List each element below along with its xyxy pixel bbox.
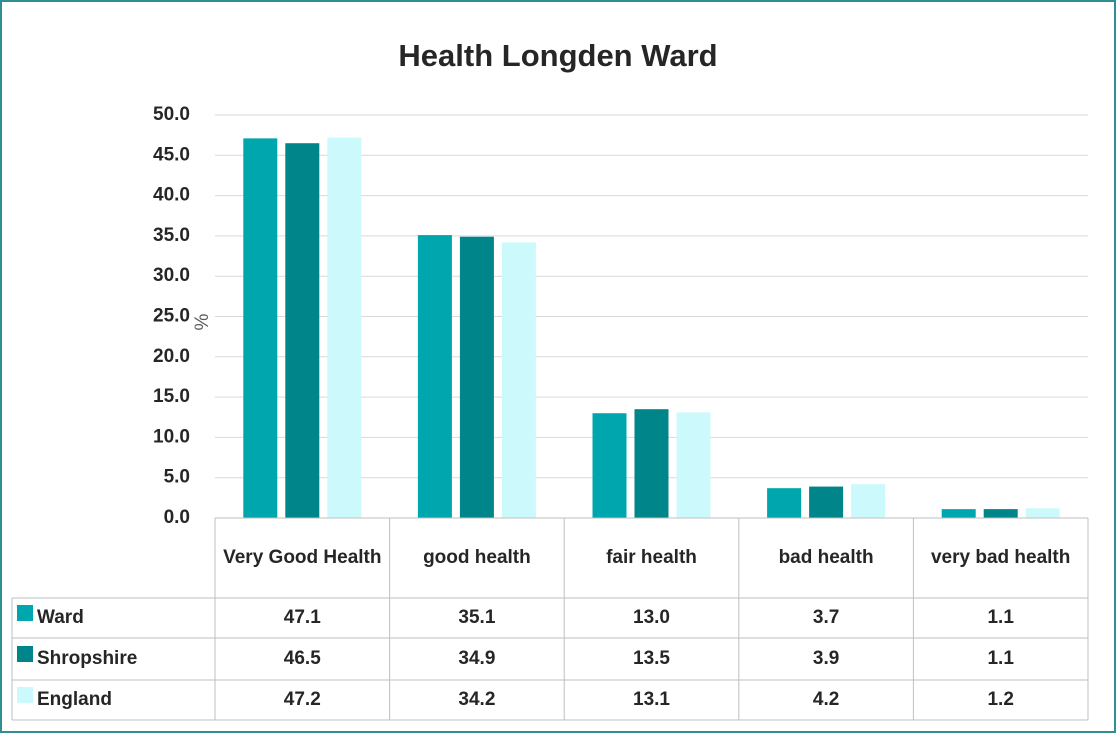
chart-title: Health Longden Ward (398, 38, 717, 73)
table-value: 34.9 (458, 648, 495, 669)
y-tick-label: 35.0 (153, 225, 190, 246)
bar (1025, 508, 1060, 518)
category-cell: very bad health (930, 547, 1071, 568)
bar (592, 413, 627, 518)
y-tick-label: 50.0 (153, 104, 190, 125)
bar (676, 412, 711, 518)
table-value: 1.2 (987, 689, 1013, 710)
table-value: 4.2 (813, 689, 839, 710)
y-tick-label: 25.0 (153, 306, 190, 327)
bar (327, 137, 362, 518)
x-tick-label: bad health (778, 547, 874, 568)
table-value: 47.1 (284, 607, 321, 628)
x-tick-label: good health (423, 547, 531, 568)
legend-label: Shropshire (37, 648, 137, 669)
y-tick-label: 0.0 (164, 507, 190, 528)
table-value: 3.9 (813, 648, 839, 669)
y-tick-label: 20.0 (153, 346, 190, 367)
x-tick-label: fair health (606, 547, 697, 568)
table-value: 3.7 (813, 607, 839, 628)
y-tick-label: 40.0 (153, 185, 190, 206)
y-tick-label: 5.0 (164, 467, 190, 488)
x-tick-label: very bad health (930, 547, 1071, 568)
table-value: 46.5 (284, 648, 321, 669)
y-tick-label: 10.0 (153, 426, 190, 447)
y-tick-label: 30.0 (153, 265, 190, 286)
table-value: 47.2 (284, 689, 321, 710)
legend-swatch (17, 646, 33, 662)
bar (285, 143, 320, 518)
legend-swatch (17, 687, 33, 703)
table-value: 13.5 (633, 648, 670, 669)
y-tick-label: 15.0 (153, 386, 190, 407)
bar (941, 509, 976, 518)
bar (501, 242, 536, 518)
table-value: 13.0 (633, 607, 670, 628)
table-value: 13.1 (633, 689, 670, 710)
category-cell: good health (423, 547, 531, 568)
bar (417, 235, 452, 518)
legend-label: Ward (37, 607, 84, 628)
category-cell: fair health (606, 547, 697, 568)
x-tick-label: Very Good Health (223, 547, 382, 568)
y-axis-label: % (192, 313, 213, 330)
y-tick-label: 45.0 (153, 144, 190, 165)
bar (983, 509, 1018, 518)
legend-label: England (37, 689, 112, 710)
bar (459, 236, 494, 518)
bar (851, 484, 886, 518)
legend-swatch (17, 605, 33, 621)
bar (243, 138, 278, 518)
table-value: 1.1 (987, 607, 1014, 628)
table-value: 1.1 (987, 648, 1014, 669)
bar (634, 409, 669, 518)
bar (809, 486, 844, 518)
table-value: 34.2 (458, 689, 495, 710)
bar (767, 488, 802, 518)
category-cell: Very Good Health (223, 547, 382, 568)
table-value: 35.1 (458, 607, 495, 628)
category-cell: bad health (778, 547, 874, 568)
